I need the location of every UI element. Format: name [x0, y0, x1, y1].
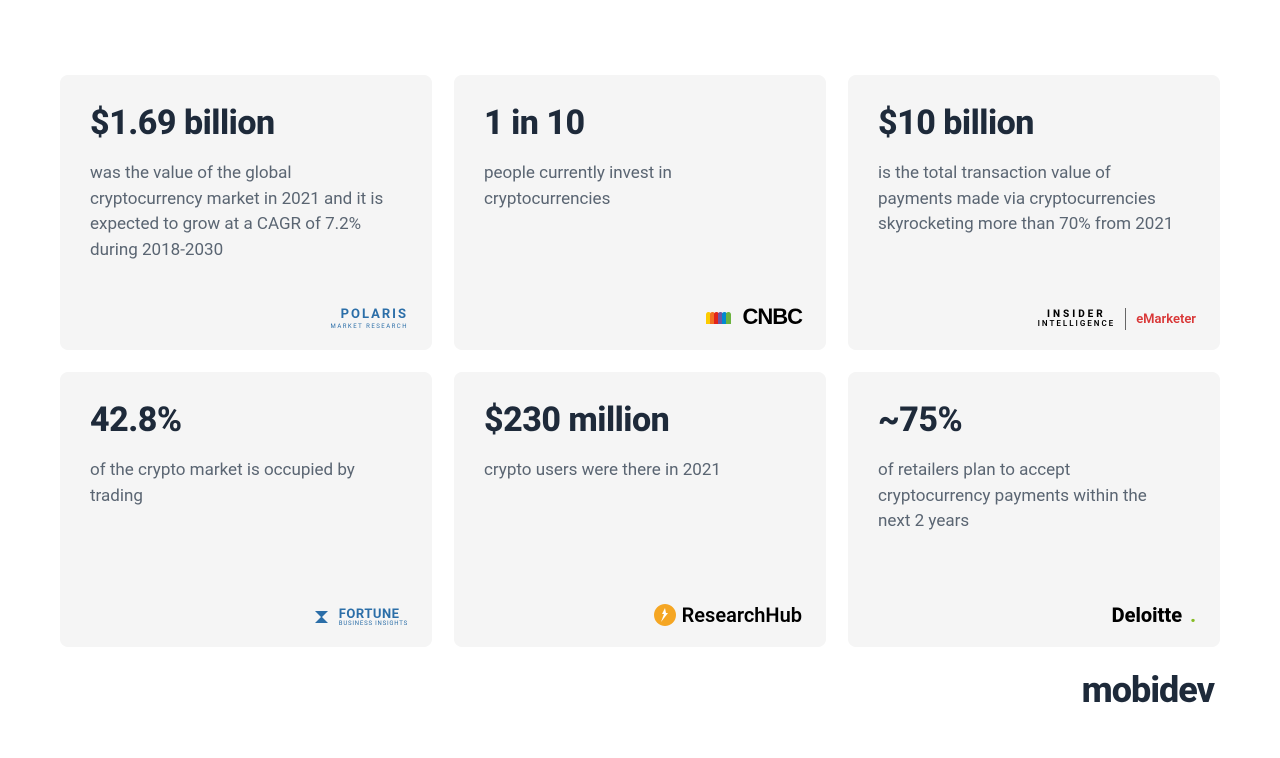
footer-brand-mobidev: mobidev	[60, 669, 1220, 711]
source-logo-fortune: FORTUNE BUSINESS INSIGHTS	[313, 607, 408, 627]
stat-description: of retailers plan to accept cryptocurren…	[878, 458, 1178, 535]
stat-headline: 42.8%	[90, 400, 402, 440]
source-logo-cnbc: CNBC	[706, 304, 802, 330]
researchhub-mark-icon	[654, 604, 676, 626]
stat-headline: $10 billion	[878, 103, 1190, 143]
source-logo-researchhub: ResearchHub	[654, 603, 802, 627]
logo-text-bottom: INTELLIGENCE	[1038, 320, 1116, 328]
logo-text-sub: MARKET RESEARCH	[331, 323, 408, 330]
stat-card: ~75% of retailers plan to accept cryptoc…	[848, 372, 1220, 647]
source-logo-insider-emarketer: INSIDER INTELLIGENCE eMarketer	[1038, 308, 1196, 330]
stat-headline: 1 in 10	[484, 103, 796, 143]
source-logo-polaris: POLARIS MARKET RESEARCH	[331, 307, 408, 330]
source-logo-deloitte: Deloitte.	[1112, 603, 1196, 627]
stat-card: 1 in 10 people currently invest in crypt…	[454, 75, 826, 350]
stat-card: $10 billion is the total transaction val…	[848, 75, 1220, 350]
logo-text-main: POLARIS	[331, 307, 408, 322]
stat-description: people currently invest in cryptocurrenc…	[484, 161, 784, 212]
stat-headline: ~75%	[878, 400, 1190, 440]
logo-text: Deloitte	[1112, 603, 1182, 627]
logo-text-sub: BUSINESS INSIGHTS	[339, 621, 408, 627]
logo-text-main: FORTUNE	[339, 608, 408, 621]
peacock-icon	[706, 304, 730, 330]
stat-description: is the total transaction value of paymen…	[878, 161, 1178, 238]
stat-headline: $1.69 billion	[90, 103, 402, 143]
stat-card: $1.69 billion was the value of the globa…	[60, 75, 432, 350]
fortune-mark-icon	[313, 607, 333, 627]
logo-text: ResearchHub	[682, 603, 802, 627]
stat-headline: $230 million	[484, 400, 796, 440]
stat-description: crypto users were there in 2021	[484, 458, 784, 484]
stats-grid: $1.69 billion was the value of the globa…	[60, 75, 1220, 647]
logo-emarketer: eMarketer	[1136, 312, 1196, 327]
stat-description: of the crypto market is occupied by trad…	[90, 458, 390, 509]
stat-card: $230 million crypto users were there in …	[454, 372, 826, 647]
logo-text: CNBC	[742, 304, 802, 330]
stat-description: was the value of the global cryptocurren…	[90, 161, 390, 263]
stat-card: 42.8% of the crypto market is occupied b…	[60, 372, 432, 647]
logo-divider	[1125, 308, 1126, 330]
logo-insider: INSIDER INTELLIGENCE	[1038, 310, 1116, 328]
logo-dot: .	[1190, 603, 1196, 627]
